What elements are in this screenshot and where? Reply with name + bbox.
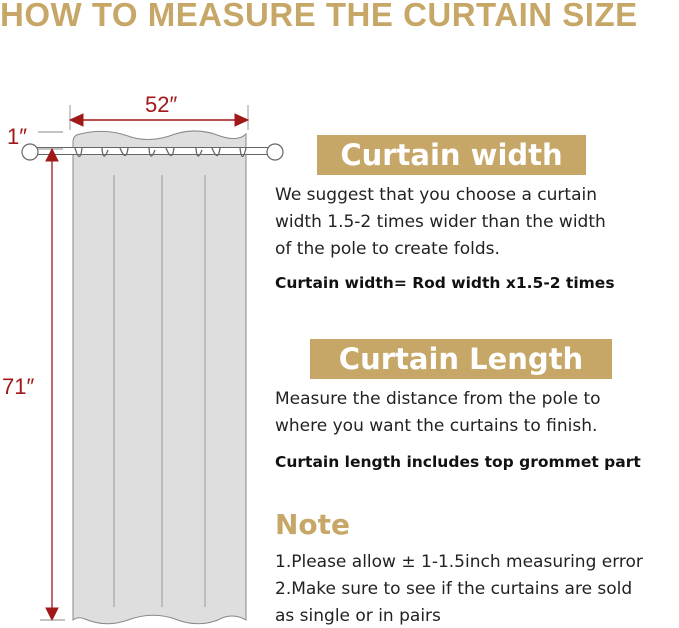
text-line: of the pole to create folds. [275,239,500,259]
note-list: 1.Please allow ± 1-1.5inch measuring err… [275,549,643,628]
note-item: 1.Please allow ± 1-1.5inch measuring err… [275,552,643,572]
length-dimension-arrow [40,147,65,622]
curtain-width-heading: Curtain width [317,135,586,175]
header-label: 1″ [7,124,28,149]
curtain-length-description: Measure the distance from the pole to wh… [275,386,601,440]
text-line: where you want the curtains to finish. [275,416,598,436]
note-item: as single or in pairs [275,606,441,626]
curtain-length-heading: Curtain Length [310,339,612,379]
width-label: 52″ [145,92,178,117]
note-item: 2.Make sure to see if the curtains are s… [275,579,633,599]
grommets [74,147,247,158]
width-dimension-arrow [68,105,250,130]
page-title: HOW TO MEASURE THE CURTAIN SIZE [0,0,638,33]
text-line: width 1.5-2 times wider than the width [275,212,606,232]
curtain-panel [72,130,247,625]
text-line: We suggest that you choose a curtain [275,185,597,205]
curtain-width-description: We suggest that you choose a curtain wid… [275,182,606,263]
text-line: Measure the distance from the pole to [275,389,601,409]
note-heading: Note [275,508,351,541]
header-dimension [38,131,63,150]
curtain-length-formula: Curtain length includes top grommet part [275,453,641,471]
curtain-width-formula: Curtain width= Rod width x1.5-2 times [275,274,615,292]
curtain-diagram [21,105,284,625]
length-label: 71″ [2,374,35,399]
